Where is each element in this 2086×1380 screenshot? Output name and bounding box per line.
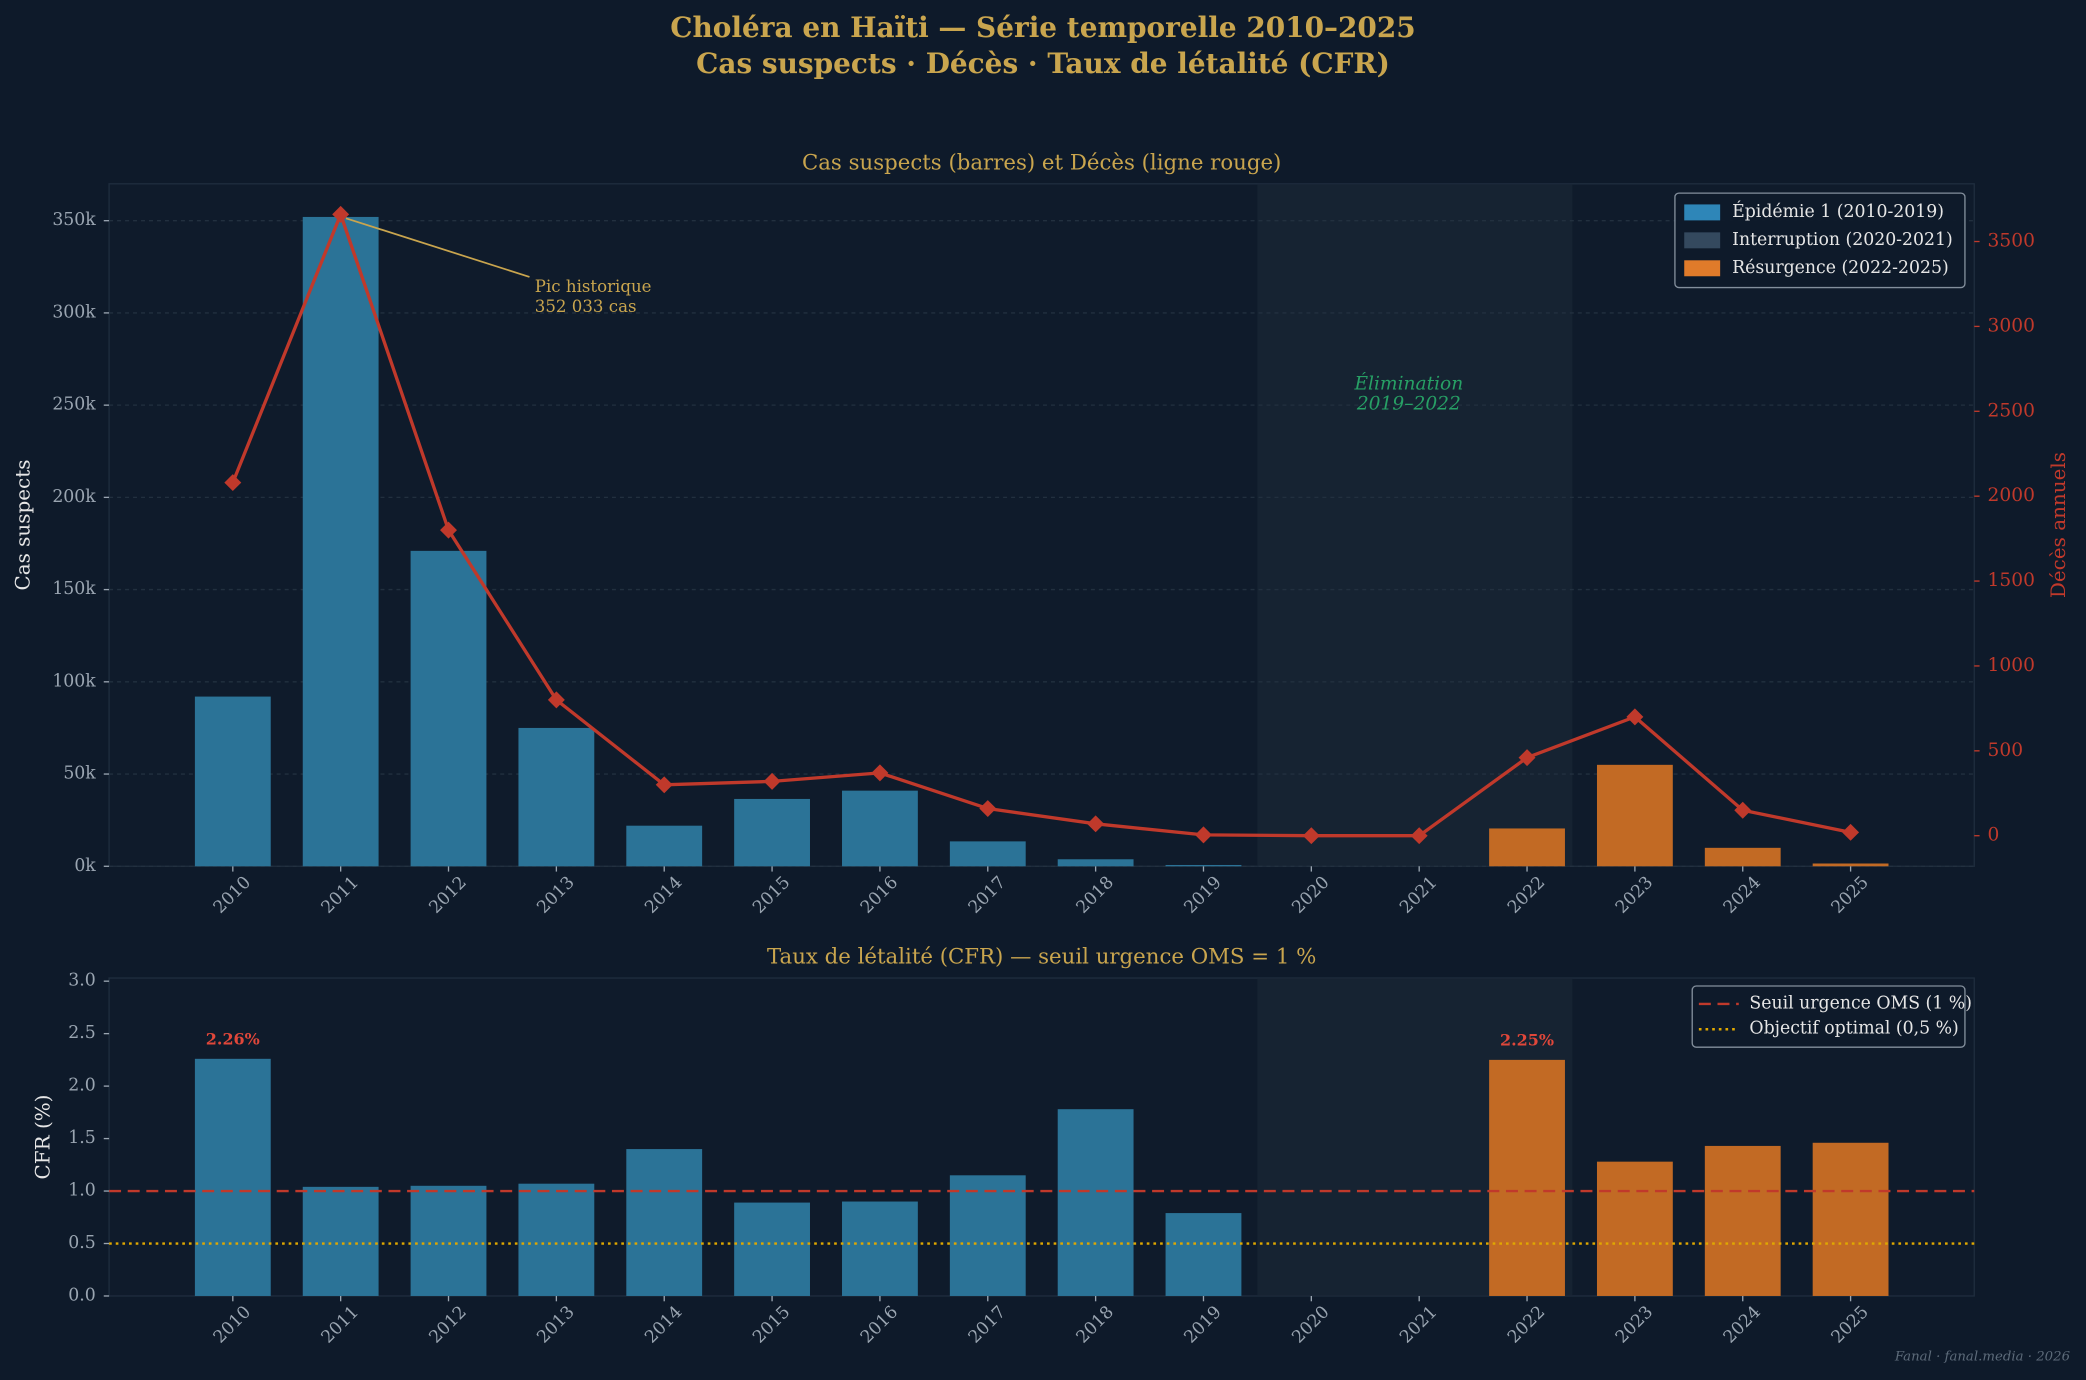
bar — [1489, 828, 1565, 867]
deaths-marker — [1302, 827, 1320, 845]
legend-label: Seuil urgence OMS (1 %) — [1749, 993, 1972, 1013]
bar — [626, 1149, 703, 1296]
y2-axis-label: Décès annuels — [2046, 452, 2070, 598]
bar — [1057, 1109, 1134, 1296]
annotation: Pic historique — [535, 277, 652, 296]
bar — [518, 1183, 595, 1296]
legend-box — [1691, 985, 1966, 1048]
legend-key — [1684, 232, 1721, 249]
bar — [1704, 1145, 1781, 1296]
bar — [410, 1185, 487, 1296]
y-tick-label: 150k — [52, 579, 96, 599]
y-tick-label: 0.0 — [68, 1285, 95, 1305]
suptitle: Choléra en Haïti — Série temporelle 2010… — [670, 11, 1415, 44]
bar — [518, 727, 595, 867]
y-tick-label: 200k — [52, 487, 96, 507]
deaths-line — [231, 209, 1851, 838]
y2-tick-label: 0 — [1988, 825, 2000, 846]
deaths-marker — [224, 474, 242, 492]
value-label: 2.25% — [1500, 1031, 1554, 1050]
y2-tick-label: 2000 — [1988, 485, 2035, 506]
bar — [949, 1175, 1026, 1296]
y-tick-label: 100k — [52, 671, 96, 691]
y-tick-label: 2.0 — [68, 1076, 95, 1096]
y2-tick-label: 3500 — [1988, 231, 2035, 252]
bar — [194, 696, 271, 867]
bar — [1812, 863, 1889, 867]
deaths-marker — [1842, 823, 1860, 841]
value-label: 2.26% — [206, 1030, 260, 1049]
legend-label: Interruption (2020-2021) — [1732, 230, 1953, 250]
legend-key — [1684, 204, 1721, 221]
deaths-marker — [1410, 827, 1428, 845]
bar — [734, 798, 810, 867]
deaths-marker — [979, 800, 997, 818]
bar — [302, 1186, 379, 1296]
y2-tick-label: 1000 — [1988, 655, 2035, 676]
bar — [194, 1058, 271, 1296]
y-axis-label: CFR (%) — [30, 1095, 54, 1180]
y-tick-label: 3.0 — [68, 971, 95, 991]
bar — [734, 1202, 810, 1296]
deaths-marker — [1626, 708, 1644, 726]
bar — [1704, 847, 1781, 867]
annotation: 2019–2022 — [1356, 394, 1461, 415]
suptitle: Cas suspects · Décès · Taux de létalité … — [696, 47, 1390, 80]
y-tick-label: 0.5 — [68, 1233, 95, 1253]
y2-tick-label: 1500 — [1988, 570, 2035, 591]
legend-label: Épidémie 1 (2010-2019) — [1732, 201, 1944, 222]
y2-tick-label: 500 — [1988, 740, 2024, 761]
y-tick-label: 250k — [52, 395, 96, 415]
y-tick-label: 50k — [63, 764, 96, 784]
y-axis-label: Cas suspects — [10, 460, 34, 591]
bar — [1165, 1213, 1242, 1296]
footer: Fanal · fanal.media · 2026 — [1894, 1350, 2071, 1365]
deaths-marker — [332, 205, 350, 223]
bar — [949, 841, 1026, 867]
bar — [842, 790, 918, 867]
bar — [1596, 1161, 1673, 1296]
bar — [1057, 859, 1134, 867]
bar — [302, 216, 379, 867]
bar — [1165, 864, 1242, 867]
y2-tick-label: 3000 — [1988, 315, 2035, 336]
plot-title: Cas suspects (barres) et Décès (ligne ro… — [802, 150, 1281, 175]
y-tick-label: 0k — [74, 856, 96, 876]
legend-label: Résurgence (2022-2025) — [1732, 258, 1949, 278]
y-tick-label: 2.5 — [68, 1023, 95, 1043]
shaded-period — [1257, 183, 1573, 867]
legend-label: Objectif optimal (0,5 %) — [1749, 1019, 1958, 1039]
y-tick-label: 1.5 — [68, 1128, 95, 1148]
annotation-arrow — [345, 217, 530, 278]
annotation: 352 033 cas — [535, 297, 637, 316]
legend-key — [1684, 260, 1721, 277]
legend-box — [1674, 192, 1966, 289]
y-tick-label: 350k — [52, 210, 96, 230]
plot-title: Taux de létalité (CFR) — seuil urgence O… — [767, 945, 1316, 970]
deaths-marker — [1734, 801, 1752, 819]
bar — [1812, 1142, 1889, 1296]
bar — [1489, 1059, 1565, 1296]
annotation: Élimination — [1353, 372, 1463, 395]
y-tick-label: 1.0 — [68, 1181, 95, 1201]
y-tick-label: 300k — [52, 302, 96, 322]
bar — [1596, 764, 1673, 867]
y2-tick-label: 2500 — [1988, 400, 2035, 421]
bar — [626, 825, 703, 867]
bar — [410, 550, 487, 867]
bar — [842, 1201, 918, 1296]
deaths-marker — [871, 764, 889, 782]
